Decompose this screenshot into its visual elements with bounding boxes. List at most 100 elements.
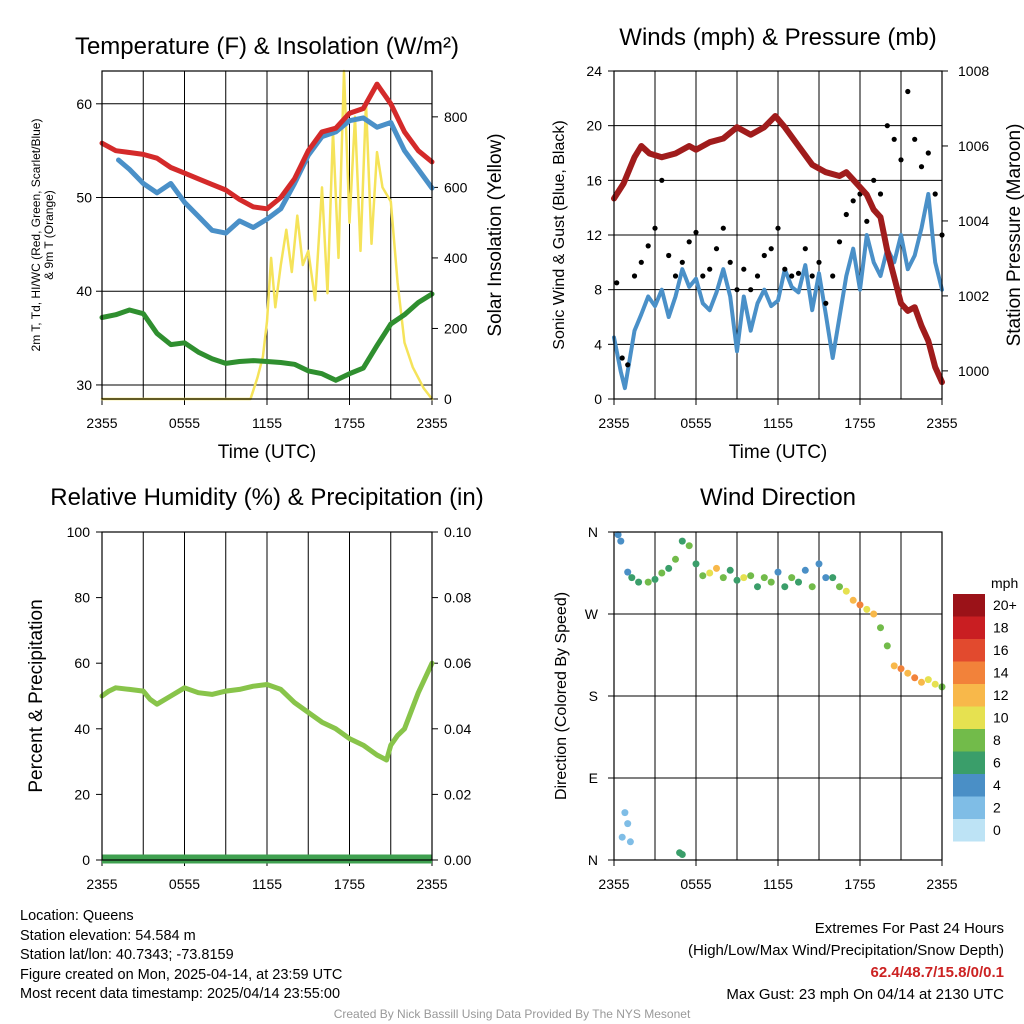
legend-label: 20+ [993,597,1017,613]
y2-axis-label: Solar Insolation (Yellow) [485,133,506,336]
gust-point [741,266,747,272]
direction-point [621,809,629,817]
legend-swatch [953,661,985,684]
direction-point [863,605,871,613]
location-text: Location: Queens [20,908,134,924]
direction-point [733,576,741,584]
direction-point [747,572,755,580]
x-tick-label: 2355 [86,876,117,892]
direction-point [801,566,809,574]
y-tick-label: 60 [76,96,92,112]
direction-point [692,560,700,568]
y-axis-label: Sonic Wind & Gust (Blue, Black) [551,120,568,349]
direction-point [685,542,693,550]
y2-tick-label: 800 [444,109,468,125]
direction-point [897,665,905,673]
legend-swatch [953,616,985,639]
direction-point [931,680,939,688]
station-info: Location: Queens Station elevation: 54.5… [20,907,342,1005]
gust-point [775,225,781,231]
heat-index-line [116,115,435,236]
direction-point [836,583,843,591]
x-tick-label: 1755 [334,876,365,892]
y-tick-label: 8 [594,282,602,298]
direction-point [767,578,775,586]
legend-label: 0 [993,822,1001,838]
y-tick-label: 40 [74,721,90,737]
y2-tick-label: 0.02 [444,786,471,802]
gust-point [905,88,911,95]
direction-point [911,674,919,682]
y-tick-label: N [588,852,598,868]
gust-point [713,246,720,252]
legend-swatch [953,684,985,707]
x-tick-label: 2355 [416,876,447,892]
chart-title: Temperature (F) & Insolation (W/m²) [75,33,459,60]
direction-point [808,583,816,591]
y-axis-label-line: & 9m T (Orange) [42,190,56,280]
y-tick-label: N [588,524,598,540]
gust-point [830,273,836,279]
direction-point [617,537,625,545]
y2-axis-label: Station Pressure (Maroon) [1004,124,1024,347]
pressure-line [611,113,945,386]
gust-point [693,229,699,235]
x-tick-label: 1155 [252,415,282,431]
legend-label: 14 [993,665,1009,681]
gust-point [850,198,856,204]
y2-tick-label: 0.08 [444,590,471,606]
y-tick-label: S [589,688,598,704]
credit-text: Created By Nick Bassill Using Data Provi… [333,1007,691,1021]
y-tick-label: 40 [76,283,92,299]
x-tick-label: 2355 [926,415,957,431]
gust-point [638,259,644,265]
max-gust-text: Max Gust: 23 mph On 04/14 at 2130 UTC [726,986,1004,1003]
direction-point [678,537,686,545]
legend-label: 4 [993,777,1001,793]
gust-point [754,273,761,279]
direction-point [904,669,912,677]
plot-frame [101,70,433,400]
direction-point [842,587,850,595]
gust-point [727,259,733,265]
legend-label: 6 [993,755,1001,771]
y2-tick-label: 1008 [958,63,989,79]
x-tick-label: 1755 [844,415,875,431]
x-tick-label: 1755 [844,876,875,892]
direction-point [651,575,659,583]
x-axis-label: Time (UTC) [218,442,317,463]
direction-point [795,578,802,586]
gust-point [823,300,829,306]
y2-tick-label: 1002 [958,288,989,304]
legend-swatch [953,751,985,774]
direction-point [924,676,932,684]
direction-point [713,564,720,572]
direction-point [706,569,714,577]
direction-point [883,642,891,650]
x-tick-label: 2355 [598,876,629,892]
gust-point [912,136,918,142]
direction-point [644,578,652,586]
gust-point [614,280,620,286]
direction-point [726,566,734,574]
gust-point [672,273,679,279]
chart-title: Relative Humidity (%) & Precipitation (i… [50,484,483,511]
y-axis-label: Percent & Precipitation [26,599,47,792]
legend-swatch [953,594,985,617]
y-tick-label: 80 [74,590,90,606]
gust-point [795,270,802,276]
gust-point [700,273,706,279]
x-tick-label: 0555 [680,415,711,431]
y-axis-label: 2m T, Td, HI/WC (Red, Green, Scarlet/Blu… [29,119,56,352]
direction-point [829,574,837,582]
y2-tick-label: 1004 [958,213,989,229]
y-tick-label: 50 [76,190,92,206]
direction-point [870,610,878,618]
recent-data-text: Most recent data timestamp: 2025/04/14 2… [20,986,341,1003]
gust-point [789,273,795,279]
extremes-values: 62.4/48.7/15.8/0/0.1 [870,964,1004,981]
legend-swatch [953,774,985,797]
legend-swatch [953,819,985,842]
direction-point [672,555,679,563]
legend-label: 8 [993,732,1001,748]
